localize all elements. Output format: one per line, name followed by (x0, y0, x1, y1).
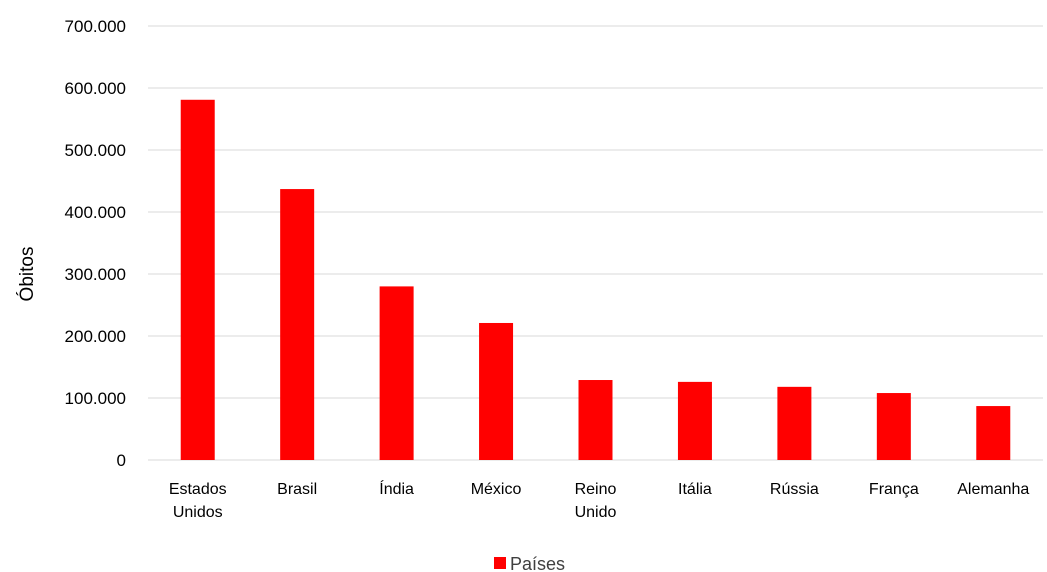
x-category-label: Índia (379, 479, 414, 498)
x-category-label: Itália (678, 481, 712, 498)
y-tick-label: 200.000 (65, 327, 126, 346)
bar (578, 380, 613, 460)
bar (677, 381, 712, 460)
y-tick-label: 600.000 (65, 79, 126, 98)
bar (976, 406, 1011, 460)
x-axis-category-labels: Estados Unidos Brasil Índia México Reino Unido… (169, 479, 1030, 521)
x-category-label: Brasil (277, 481, 317, 498)
x-category-label: Alemanha (957, 481, 1029, 498)
y-tick-label: 300.000 (65, 265, 126, 284)
y-tick-label: 700.000 (65, 17, 126, 36)
y-tick-label: 500.000 (65, 141, 126, 160)
y-tick-label: 0 (117, 451, 126, 470)
bar (777, 386, 812, 460)
y-axis-title: Óbitos (16, 247, 38, 302)
x-category-label: Rússia (770, 481, 819, 498)
legend-label: Países (510, 554, 565, 572)
x-category-label: França (869, 481, 919, 498)
x-category-label: Estados Unidos (169, 481, 227, 521)
bars (180, 99, 1011, 460)
bar (379, 286, 414, 460)
bar (280, 189, 315, 460)
legend: Países (494, 554, 565, 572)
y-tick-label: 100.000 (65, 389, 126, 408)
legend-swatch (494, 557, 506, 569)
bar (180, 99, 215, 460)
y-tick-label: 400.000 (65, 203, 126, 222)
x-category-label: Reino Unido (575, 481, 617, 521)
y-axis-tick-labels: 0 100.000 200.000 300.000 400.000 500.000 600.… (65, 17, 126, 470)
bar (479, 322, 514, 460)
bar (876, 393, 911, 460)
x-category-label: México (471, 481, 522, 498)
